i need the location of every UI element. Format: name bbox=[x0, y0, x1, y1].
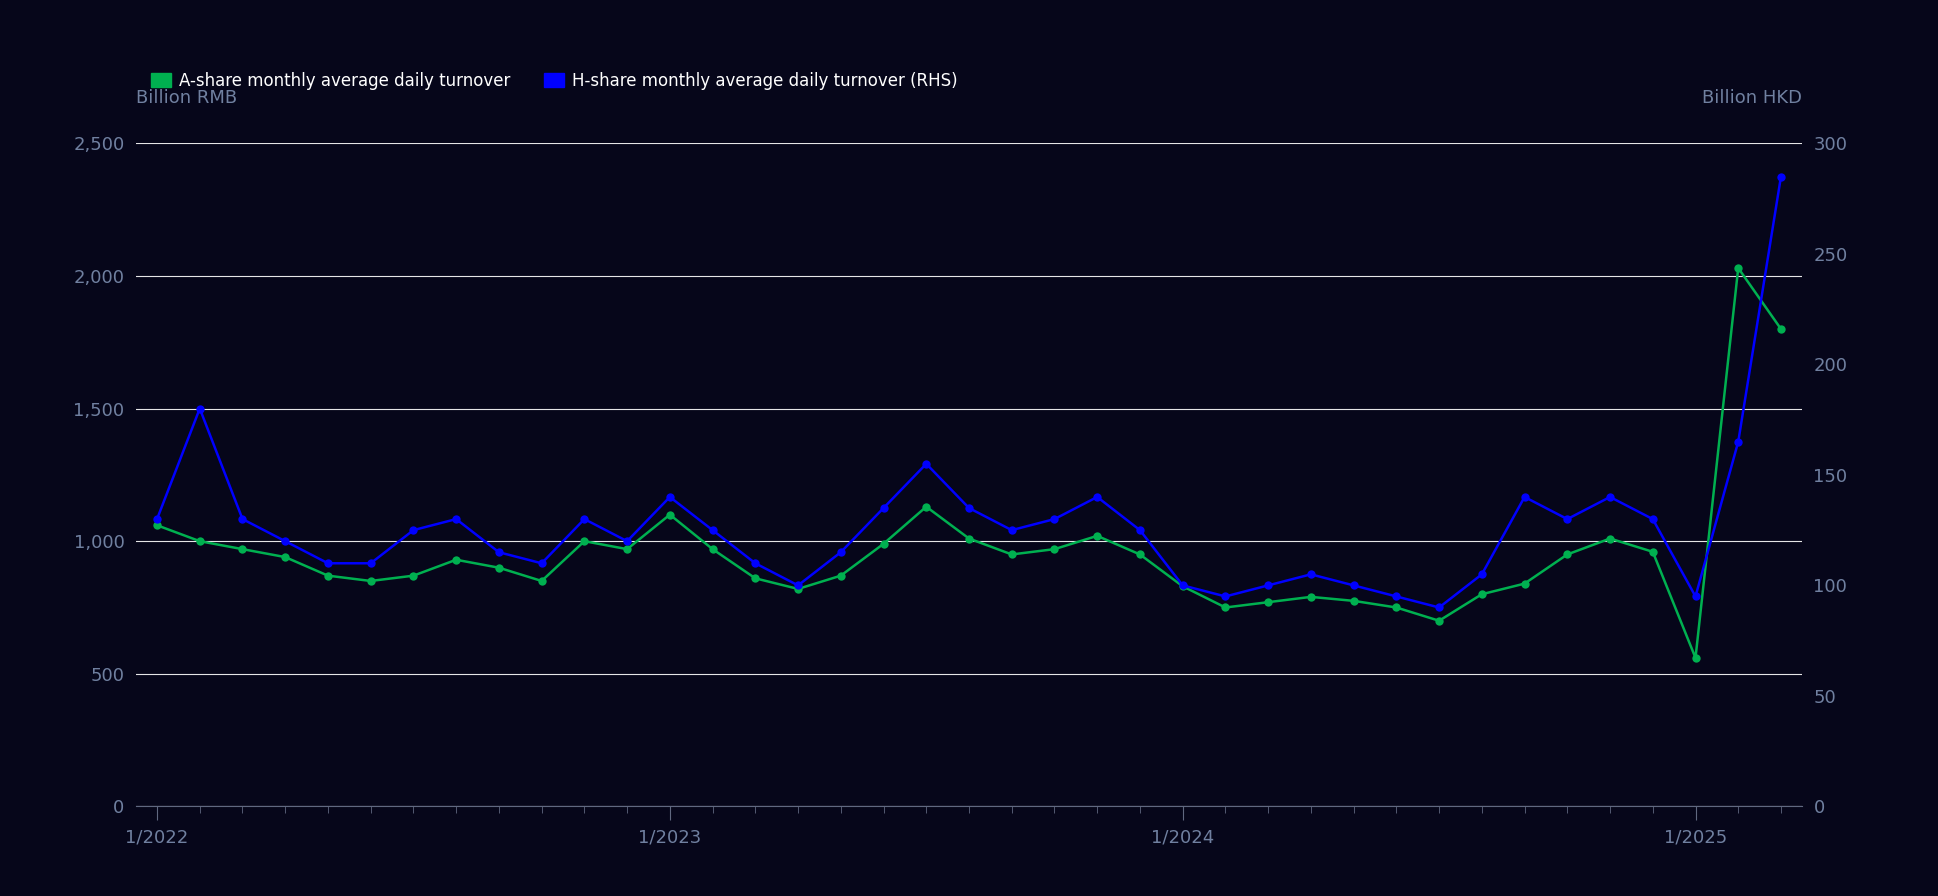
Text: Billion RMB: Billion RMB bbox=[136, 89, 236, 107]
Text: Billion HKD: Billion HKD bbox=[1702, 89, 1802, 107]
Legend: A-share monthly average daily turnover, H-share monthly average daily turnover (: A-share monthly average daily turnover, … bbox=[143, 65, 965, 97]
